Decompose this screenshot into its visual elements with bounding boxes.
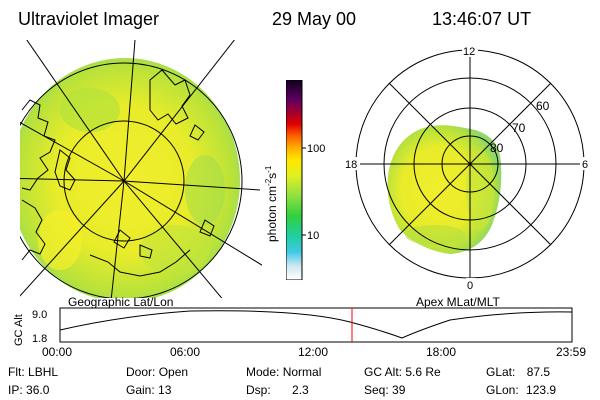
info-dsp: Dsp: 2.3 xyxy=(246,384,309,396)
colorbar-unit-label: photon cm-2s-1 xyxy=(264,165,279,242)
altitude-axis-label: GC Alt xyxy=(13,314,25,346)
instrument-title: Ultraviolet Imager xyxy=(18,9,160,29)
info-mode-key: Mode: xyxy=(246,365,280,379)
info-gain-value: 13 xyxy=(158,383,172,397)
altitude-curve xyxy=(59,310,573,339)
lat-lon-grid xyxy=(20,40,262,298)
colorbar: 100 10 xyxy=(286,80,325,280)
info-filter: Flt: LBHL xyxy=(8,366,58,378)
magnetic-panel-label: Apex MLat/MLT xyxy=(416,295,500,309)
info-dsp-key: Dsp: xyxy=(246,383,271,397)
info-filter-value: LBHL xyxy=(28,365,59,379)
date-label: 29 May 00 xyxy=(272,9,357,29)
info-mode: Mode: Normal xyxy=(246,366,321,378)
altitude-plot: GC Alt 9.0 1.8 xyxy=(13,307,573,346)
mlt-label-6: 6 xyxy=(582,159,588,171)
info-filter-key: Flt: xyxy=(8,365,25,379)
info-glon-key: GLon: xyxy=(486,383,519,397)
mlt-label-18: 18 xyxy=(345,159,357,171)
info-door-key: Door: xyxy=(126,365,156,379)
mlt-label-0: 0 xyxy=(467,280,473,292)
info-door: Door: Open xyxy=(126,366,188,378)
info-glat-value: 87.5 xyxy=(526,365,551,379)
colorbar-tick-100: 100 xyxy=(307,143,325,155)
info-door-value: Open xyxy=(158,365,189,379)
time-tick-2359: 23:59 xyxy=(556,345,587,359)
colorbar-tick-10: 10 xyxy=(307,230,319,242)
time-label: 13:46:07 UT xyxy=(432,9,532,29)
unit-sup-cm: -2 xyxy=(264,178,273,186)
info-dsp-value: 2.3 xyxy=(292,383,309,397)
info-seq: Seq: 39 xyxy=(364,384,405,396)
time-tick-1200: 12:00 xyxy=(298,345,329,359)
mlat-label-60: 60 xyxy=(536,99,550,113)
info-ip: IP: 36.0 xyxy=(8,384,49,396)
coastline-lines xyxy=(21,69,215,277)
info-ip-key: IP: xyxy=(8,383,23,397)
mlat-mlt-grid xyxy=(355,49,585,279)
svg-text:photon cm-2s-1: photon cm-2s-1 xyxy=(264,165,279,242)
time-tick-0000: 00:00 xyxy=(42,345,73,359)
unit-s: s xyxy=(265,173,279,179)
time-tick-1800: 18:00 xyxy=(426,345,457,359)
info-seq-value: 39 xyxy=(392,383,406,397)
mlat-label-80: 80 xyxy=(490,141,504,155)
time-tick-0600: 06:00 xyxy=(170,345,201,359)
mlat-label-70: 70 xyxy=(512,121,526,135)
mlt-label-12: 12 xyxy=(463,46,475,58)
altitude-tick-low: 1.8 xyxy=(32,333,47,345)
info-gain: Gain: 13 xyxy=(126,384,171,396)
altitude-tick-high: 9.0 xyxy=(32,309,47,321)
magnetic-polar-plot: 12 18 6 0 60 70 80 xyxy=(344,44,592,292)
info-gain-key: Gain: xyxy=(126,383,155,397)
info-gc-alt-value: 5.6 Re xyxy=(405,365,441,379)
geographic-panel-label: Geographic Lat/Lon xyxy=(68,295,174,309)
unit-photon-cm: photon cm xyxy=(265,186,279,242)
info-gc-alt-key: GC Alt: xyxy=(364,365,403,379)
info-seq-key: Seq: xyxy=(364,383,389,397)
geographic-image xyxy=(20,40,262,298)
info-glat: GLat: 87.5 xyxy=(486,366,550,378)
unit-sup-s: -1 xyxy=(264,165,273,173)
info-glon: GLon: 123.9 xyxy=(486,384,556,396)
info-gc-alt: GC Alt: 5.6 Re xyxy=(364,366,441,378)
info-mode-value: Normal xyxy=(282,365,322,379)
info-glon-value: 123.9 xyxy=(526,383,557,397)
info-glat-key: GLat: xyxy=(486,365,516,379)
info-ip-value: 36.0 xyxy=(26,383,50,397)
